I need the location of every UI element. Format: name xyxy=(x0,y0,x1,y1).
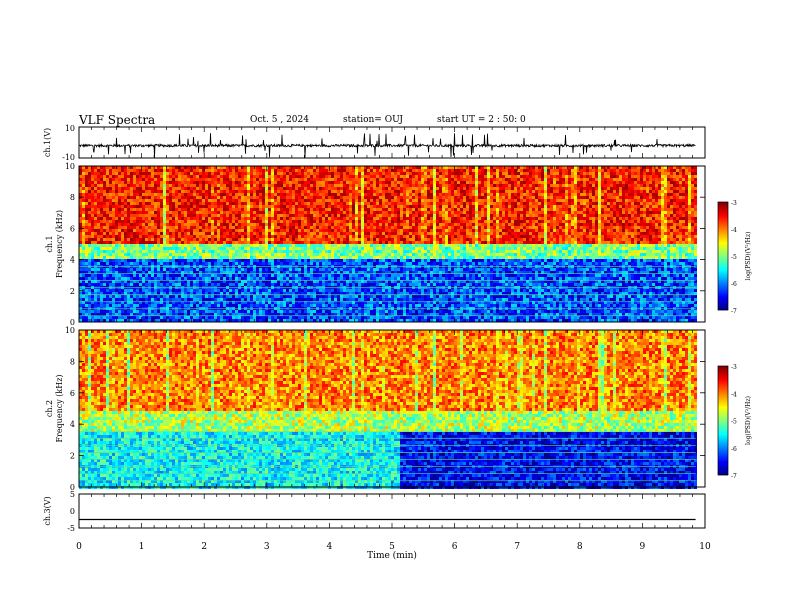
date-label: Oct. 5 , 2024 xyxy=(250,115,309,125)
xtick-label: 0 xyxy=(76,542,82,552)
ch1-colorbar-tick-label: -4 xyxy=(731,227,737,234)
ch1-ytick-label: 10 xyxy=(65,162,75,171)
ch1-ylabel: ch.1(V) xyxy=(43,128,52,157)
xtick-label: 10 xyxy=(699,542,711,552)
ch2-ytick-label: 4 xyxy=(70,420,75,429)
ch3-ytick-label: -5 xyxy=(67,524,75,533)
ch2-colorbar xyxy=(717,365,729,476)
xtick-label: 1 xyxy=(139,542,145,552)
ch1-ytick-label: 2 xyxy=(70,287,75,296)
ch2-colorbar-tick-label: -4 xyxy=(731,391,737,398)
ch2-spectrogram-cells xyxy=(79,330,697,489)
ch1-ytick-label: 10 xyxy=(65,124,75,133)
ch2-colorbar-tick-label: -7 xyxy=(731,473,737,480)
xtick-label: 9 xyxy=(640,542,646,552)
ch2-ytick-label: 0 xyxy=(70,483,75,492)
x-axis-label: Time (min) xyxy=(367,550,417,561)
xtick-label: 2 xyxy=(201,542,207,552)
ch1-colorbar-tick-label: -5 xyxy=(731,254,737,261)
ch2-ytick-label: 8 xyxy=(70,357,75,366)
ch3-ytick-label: 0 xyxy=(70,507,75,516)
ch2-colorbar-tick-label: -3 xyxy=(731,364,737,371)
ch2-ytick-label: 6 xyxy=(70,389,75,398)
xtick-label: 7 xyxy=(514,542,520,552)
xtick-label: 6 xyxy=(452,542,458,552)
ch1-ytick-label: 4 xyxy=(70,256,75,265)
ch2-ylabel-frequency: Frequency (kHz) xyxy=(55,374,64,442)
station-label: station= OUJ xyxy=(343,115,403,125)
ch2-colorbar-tick-label: -6 xyxy=(731,446,737,453)
ch1-spectrogram-cells xyxy=(79,166,697,322)
ch1-ytick-label: 0 xyxy=(70,318,75,327)
ch2-colorbar-tick-label: -5 xyxy=(731,419,737,426)
ch1-colorbar-tick-label: -7 xyxy=(731,308,737,315)
ch1-ytick-label: -10 xyxy=(62,153,75,162)
ch3-waveform-frame xyxy=(78,493,706,529)
ch2-ytick-label: 2 xyxy=(70,452,75,461)
ch1-colorbar-label: log(PSD)(V²/Hz) xyxy=(745,232,752,281)
ch1-ytick-label: 8 xyxy=(70,193,75,202)
xtick-label: 5 xyxy=(389,542,395,552)
ch1-ylabel-frequency: Frequency (kHz) xyxy=(55,210,64,278)
ch1-colorbar-tick-label: -6 xyxy=(731,281,737,288)
ch1-colorbar xyxy=(717,201,729,311)
ch2-ylabel-channel: ch.2 xyxy=(45,400,54,417)
start-time-label: start UT = 2 : 50: 0 xyxy=(437,115,526,125)
xtick-label: 4 xyxy=(327,542,333,552)
chart-title: VLF Spectra xyxy=(79,113,155,127)
xtick-label: 8 xyxy=(577,542,583,552)
ch1-colorbar-tick-label: -3 xyxy=(731,200,737,207)
ch1-ytick-label: 6 xyxy=(70,224,75,233)
xtick-label: 3 xyxy=(264,542,270,552)
ch3-ylabel: ch.3(V) xyxy=(43,496,52,525)
ch2-ytick-label: 10 xyxy=(65,326,75,335)
ch1-ylabel-channel: ch.1 xyxy=(45,235,54,252)
ch3-ytick-label: 5 xyxy=(70,490,75,499)
ch1-waveform-line xyxy=(78,133,696,158)
ch2-colorbar-label: log(PSD)(V²/Hz) xyxy=(745,396,752,445)
